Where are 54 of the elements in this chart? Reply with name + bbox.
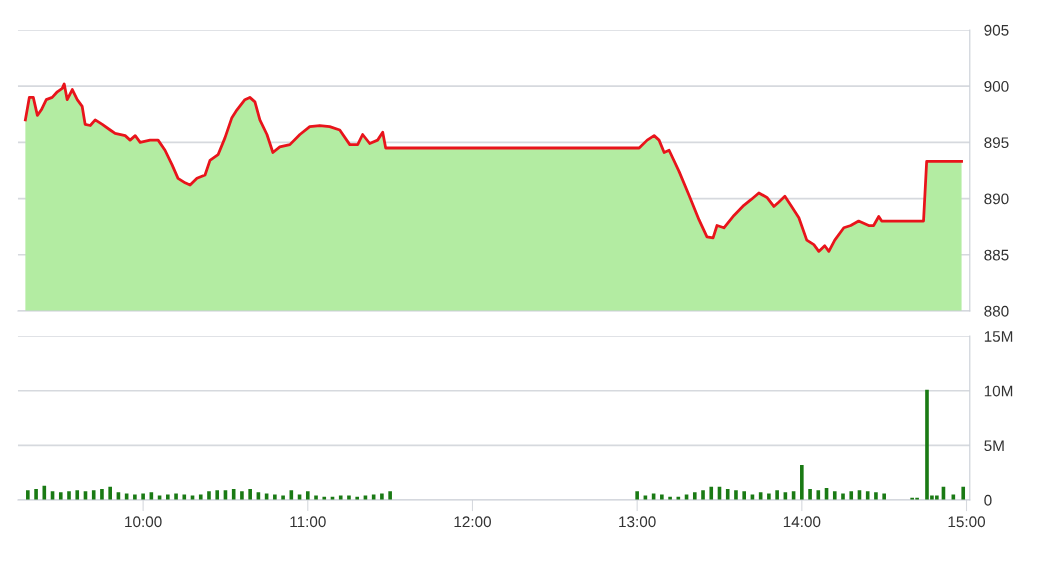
bar	[882, 493, 886, 500]
x-tick-label: 13:00	[619, 516, 656, 528]
bar	[248, 489, 252, 500]
bar	[380, 493, 384, 500]
y-tick-label: 15M	[984, 331, 1013, 342]
x-tick-label: 14:00	[783, 516, 821, 528]
bar	[305, 491, 310, 500]
bar	[42, 485, 47, 500]
y-tick-label: 0	[984, 494, 992, 506]
bar	[26, 490, 30, 500]
bar	[808, 489, 812, 500]
bar	[725, 489, 730, 500]
y-tick-label: 900	[984, 81, 1009, 92]
bar	[240, 491, 244, 500]
bar	[775, 490, 779, 500]
bar	[215, 490, 220, 500]
y-tick-label: 890	[984, 193, 1009, 205]
x-tick-label: 12:00	[454, 516, 491, 528]
y-tick-label: 905	[984, 24, 1009, 36]
bar	[816, 490, 821, 500]
bar	[635, 491, 639, 500]
y-tick-label: 5M	[984, 440, 1004, 452]
bar	[701, 490, 705, 500]
y-tick-label: 880	[984, 305, 1009, 317]
bar	[865, 491, 870, 500]
bar	[961, 486, 966, 500]
x-tick-label: 11:00	[290, 516, 326, 528]
bar	[709, 486, 714, 500]
bar	[874, 492, 878, 500]
bar	[800, 465, 804, 500]
bar	[849, 491, 854, 500]
bar	[841, 493, 845, 500]
bar	[832, 491, 837, 500]
x-tick-label: 15:00	[948, 516, 986, 528]
bar	[734, 490, 738, 500]
bar	[742, 491, 746, 500]
x-tick-label: 10:00	[125, 516, 162, 528]
bar	[141, 493, 145, 500]
bar	[767, 493, 771, 500]
y-tick-label: 895	[984, 137, 1009, 149]
y-tick-label: 885	[984, 249, 1009, 261]
bar	[100, 489, 104, 500]
bar	[174, 493, 178, 500]
y-tick-label: 10M	[984, 385, 1013, 397]
bar	[34, 489, 38, 500]
bar	[388, 491, 392, 500]
bar	[58, 492, 63, 500]
bar	[67, 491, 71, 500]
bar	[75, 490, 80, 500]
bar	[91, 490, 96, 500]
bar	[207, 491, 211, 500]
line-series	[23, 82, 963, 253]
bar	[692, 492, 697, 500]
bar	[108, 486, 112, 500]
